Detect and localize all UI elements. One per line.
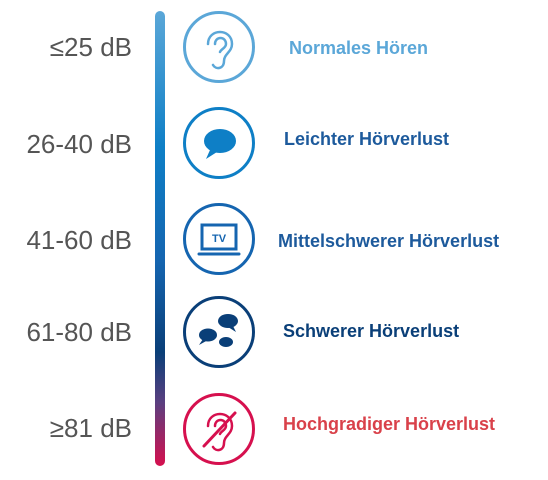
level-2-badge [183, 107, 255, 179]
db-range-3: 41-60 dB [26, 225, 132, 255]
level-5-label: Hochgradiger Hörverlust [283, 414, 496, 434]
speech-bubble-icon [204, 129, 236, 159]
db-range-1: ≤25 dB [49, 32, 132, 62]
level-4-label: Schwerer Hörverlust [283, 321, 460, 341]
level-2-label: Leichter Hörverlust [284, 129, 450, 149]
ear-icon [206, 30, 234, 70]
tv-icon-text: TV [212, 233, 227, 245]
level-3-label: Mittelschwerer Hörverlust [278, 231, 500, 251]
level-4-badge [183, 296, 255, 368]
ear-crossed-icon [202, 411, 237, 452]
level-5-badge [183, 393, 255, 465]
level-1-badge [183, 11, 255, 83]
db-range-4: 61-80 dB [26, 317, 132, 347]
chat-bubbles-icon [199, 314, 238, 347]
db-range-5: ≥81 dB [49, 413, 132, 443]
db-range-2: 26-40 dB [26, 129, 132, 159]
hearing-scale-bar [155, 11, 165, 466]
level-1-label: Normales Hören [289, 38, 429, 58]
tv-icon: TV [197, 223, 241, 256]
level-3-badge: TV [183, 203, 255, 275]
